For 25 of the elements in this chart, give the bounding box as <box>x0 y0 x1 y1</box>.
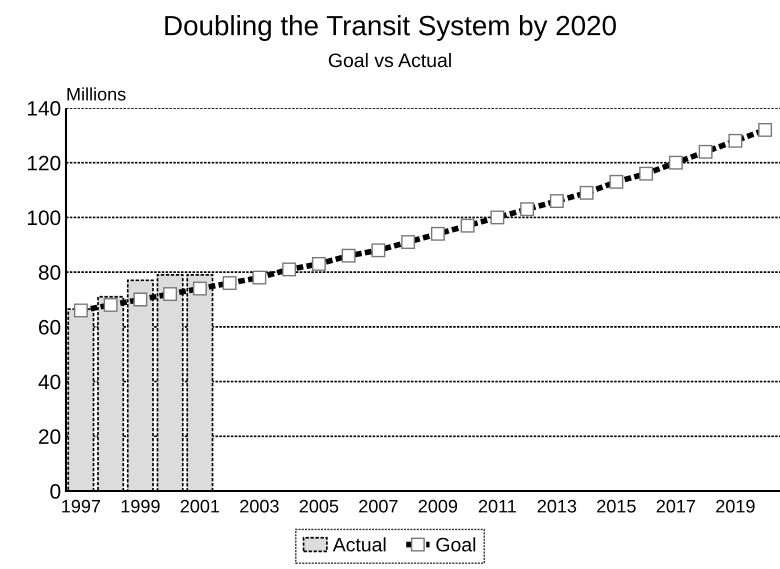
chart-title: Doubling the Transit System by 2020 <box>165 15 616 41</box>
y-tick-label: 140 <box>28 101 60 116</box>
chart-subtitle: Goal vs Actual <box>328 52 451 68</box>
y-axis-title: Millions <box>67 87 126 101</box>
x-tick-label: 2005 <box>300 500 338 513</box>
y-tick-label: 40 <box>38 374 60 390</box>
x-tick-label: 2013 <box>538 500 576 513</box>
y-tick-label: 100 <box>28 210 60 226</box>
x-tick-label: 2007 <box>359 500 398 513</box>
y-tick-label: 20 <box>39 429 60 444</box>
y-tick-label: 0 <box>50 484 60 499</box>
x-tick-label: 2011 <box>478 500 516 513</box>
x-tick-label: 1997 <box>62 500 100 513</box>
legend-label: Goal <box>436 537 476 552</box>
x-tick-label: 2009 <box>418 500 458 513</box>
legend-label: Actual <box>332 537 386 552</box>
y-tick-label: 60 <box>39 320 60 335</box>
x-tick-label: 2003 <box>240 500 279 513</box>
x-tick-label: 2017 <box>656 500 696 513</box>
y-tick-label: 80 <box>38 265 60 280</box>
x-tick-label: 2001 <box>180 500 220 513</box>
y-tick-label: 120 <box>28 156 60 170</box>
x-tick-label: 2019 <box>716 500 755 513</box>
x-tick-label: 2015 <box>597 500 636 513</box>
x-tick-label: 1999 <box>122 500 160 513</box>
